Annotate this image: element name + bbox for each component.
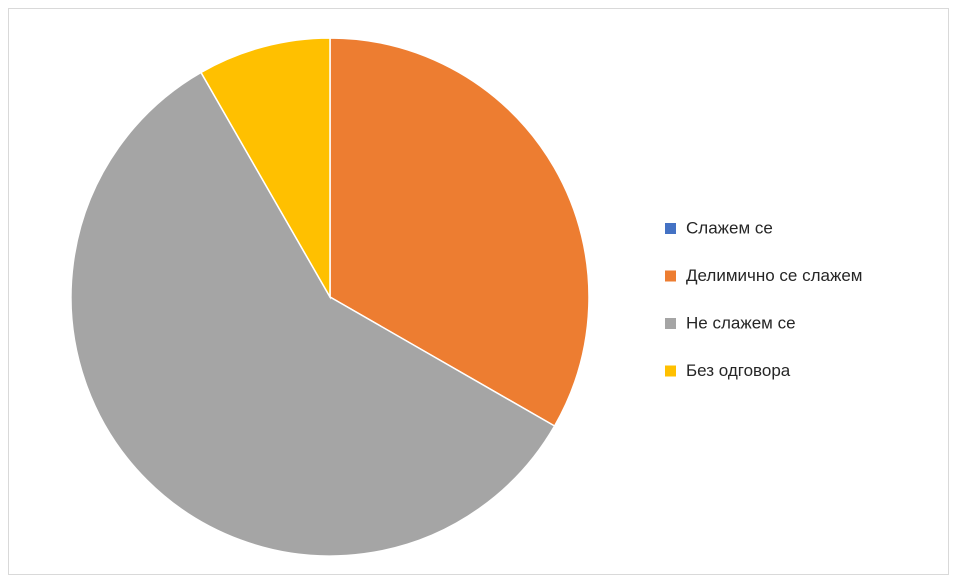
pie-slice xyxy=(199,37,331,300)
legend-label: Не слажем се xyxy=(686,313,796,332)
legend-label: Слажем се xyxy=(686,218,773,237)
legend-swatch xyxy=(665,223,676,234)
pie-slice xyxy=(329,37,590,428)
legend-swatch xyxy=(665,270,676,282)
legend-swatch xyxy=(665,365,676,377)
pie-slice xyxy=(70,71,556,557)
legend-label: Делимично се слажем xyxy=(686,266,863,285)
legend-label: Без одговора xyxy=(686,361,791,380)
legend-swatch xyxy=(665,318,676,329)
